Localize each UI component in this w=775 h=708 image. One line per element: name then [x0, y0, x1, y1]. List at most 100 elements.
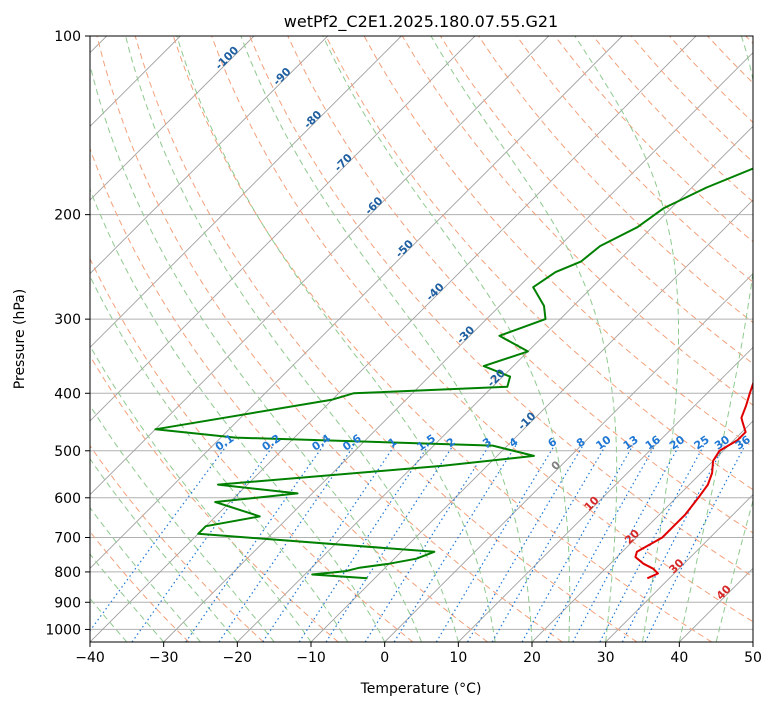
x-tick-label: −20	[223, 650, 253, 666]
x-tick-label: 30	[597, 650, 615, 666]
mixing-ratio-label: 25	[692, 433, 712, 452]
isotherm-line	[310, 199, 753, 642]
isotherm-line	[90, 36, 623, 569]
mixing-ratio-line	[572, 445, 680, 642]
moist-adiabat-line	[90, 457, 238, 642]
dry-adiabat-line	[90, 257, 414, 642]
mixing-ratio-line	[466, 445, 584, 642]
moist-adiabat-line	[90, 553, 165, 642]
mixing-ratio-label: 4	[507, 435, 521, 450]
dry-adiabat-line	[211, 36, 753, 623]
dry-adiabat-label: 10	[582, 493, 602, 513]
mixing-ratio-label: 36	[733, 433, 753, 453]
temperature-profile-line	[634, 380, 753, 580]
moist-adiabat-line	[90, 404, 275, 642]
isotherm-line	[531, 420, 753, 642]
dry-adiabat-line	[745, 36, 753, 45]
moist-adiabat-line	[90, 275, 349, 642]
dry-adiabat-line	[516, 36, 753, 283]
mixing-ratio-line	[262, 445, 396, 642]
moist-adiabat-line	[574, 36, 679, 642]
isotherm-label: -80	[301, 108, 324, 131]
series-layer	[154, 167, 753, 580]
moist-adiabat-layer	[90, 36, 753, 642]
mixing-ratio-line	[435, 445, 555, 642]
moist-adiabat-line	[125, 36, 459, 642]
mixing-ratio-label: 3	[480, 435, 494, 450]
y-ticks: 100 200 300 400 500 600 700 800 900 1000	[45, 29, 90, 638]
isotherm-label: -10	[515, 409, 538, 432]
mixing-ratio-label: 20	[667, 433, 687, 453]
y-tick-label: 400	[54, 386, 81, 402]
y-tick-label: 1000	[45, 622, 81, 638]
mixing-ratio-line	[521, 445, 634, 642]
dry-adiabat-line	[287, 36, 753, 534]
mixing-ratio-line	[90, 445, 228, 632]
isotherm-line	[90, 36, 476, 422]
dry-adiabat-line	[90, 530, 190, 642]
y-tick-label: 300	[54, 312, 81, 328]
isotherm-line	[752, 641, 753, 642]
isotherm-line	[163, 52, 753, 642]
y-tick-label: 100	[54, 29, 81, 45]
mixing-ratio-line	[393, 445, 517, 642]
isotherm-line	[384, 273, 753, 642]
isotherm-line	[90, 36, 402, 348]
y-tick-label: 200	[54, 208, 81, 224]
y-tick-label: 700	[54, 531, 81, 547]
isotherm-label: -60	[362, 194, 385, 217]
x-tick-label: 0	[380, 650, 389, 666]
mixing-ratio-line	[644, 445, 746, 642]
x-tick-label: 50	[744, 650, 762, 666]
dry-adiabat-line	[439, 36, 753, 365]
mixing-ratio-line	[131, 445, 274, 642]
mixing-ratio-label: 10	[594, 433, 614, 453]
isotherm-line	[605, 494, 753, 642]
mixing-ratio-label: 2	[444, 435, 458, 450]
mixing-ratio-line	[364, 445, 490, 642]
dry-adiabat-line	[96, 36, 563, 642]
isotherm-line	[458, 346, 753, 642]
x-tick-label: −40	[75, 650, 105, 666]
isotherm-line	[237, 125, 753, 642]
dry-adiabat-line	[134, 36, 638, 642]
y-axis-title: Pressure (hPa)	[12, 289, 28, 389]
dry-adiabat-line	[707, 36, 753, 84]
mixing-ratio-line	[545, 445, 656, 642]
mixing-ratio-label: 8	[574, 435, 588, 450]
moist-adiabat-line	[90, 597, 128, 642]
dry-adiabat-line	[592, 36, 753, 203]
moist-adiabat-line	[90, 507, 201, 642]
x-ticks: −40 −30 −20 −10 0 10 20 30 40 50	[75, 642, 762, 666]
isotherm-layer	[90, 36, 753, 642]
mixing-ratio-line	[491, 445, 607, 642]
moist-adiabat-line	[90, 344, 312, 642]
moist-adiabat-line	[715, 498, 753, 642]
mixing-ratio-line	[185, 445, 324, 642]
x-tick-label: 20	[523, 650, 541, 666]
isotherm-label: -100	[213, 44, 242, 73]
x-tick-label: 10	[449, 650, 467, 666]
mixing-ratio-label: 13	[621, 433, 641, 452]
dry-adiabat-line	[249, 36, 753, 578]
isotherm-label: -90	[270, 65, 293, 88]
moist-adiabat-line	[430, 36, 618, 642]
moist-adiabat-line	[678, 36, 753, 642]
x-tick-label: −30	[149, 650, 179, 666]
dry-adiabat-line	[478, 36, 753, 324]
isotherm-line	[679, 567, 753, 642]
dry-adiabat-line	[90, 444, 264, 642]
mixing-ratio-line	[599, 445, 705, 642]
moist-adiabat-line	[90, 62, 422, 642]
moist-adiabat-line	[322, 36, 571, 642]
dewpoint-profile-line	[154, 167, 753, 580]
dry-adiabat-label: 40	[714, 582, 734, 602]
y-tick-label: 500	[54, 444, 81, 460]
dry-adiabat-line	[90, 354, 339, 642]
y-tick-label: 900	[54, 595, 81, 611]
plot-frame	[89, 35, 754, 643]
isotherm-line	[90, 36, 697, 642]
mixing-ratio-layer	[90, 445, 746, 642]
y-tick-label: 800	[54, 565, 81, 581]
